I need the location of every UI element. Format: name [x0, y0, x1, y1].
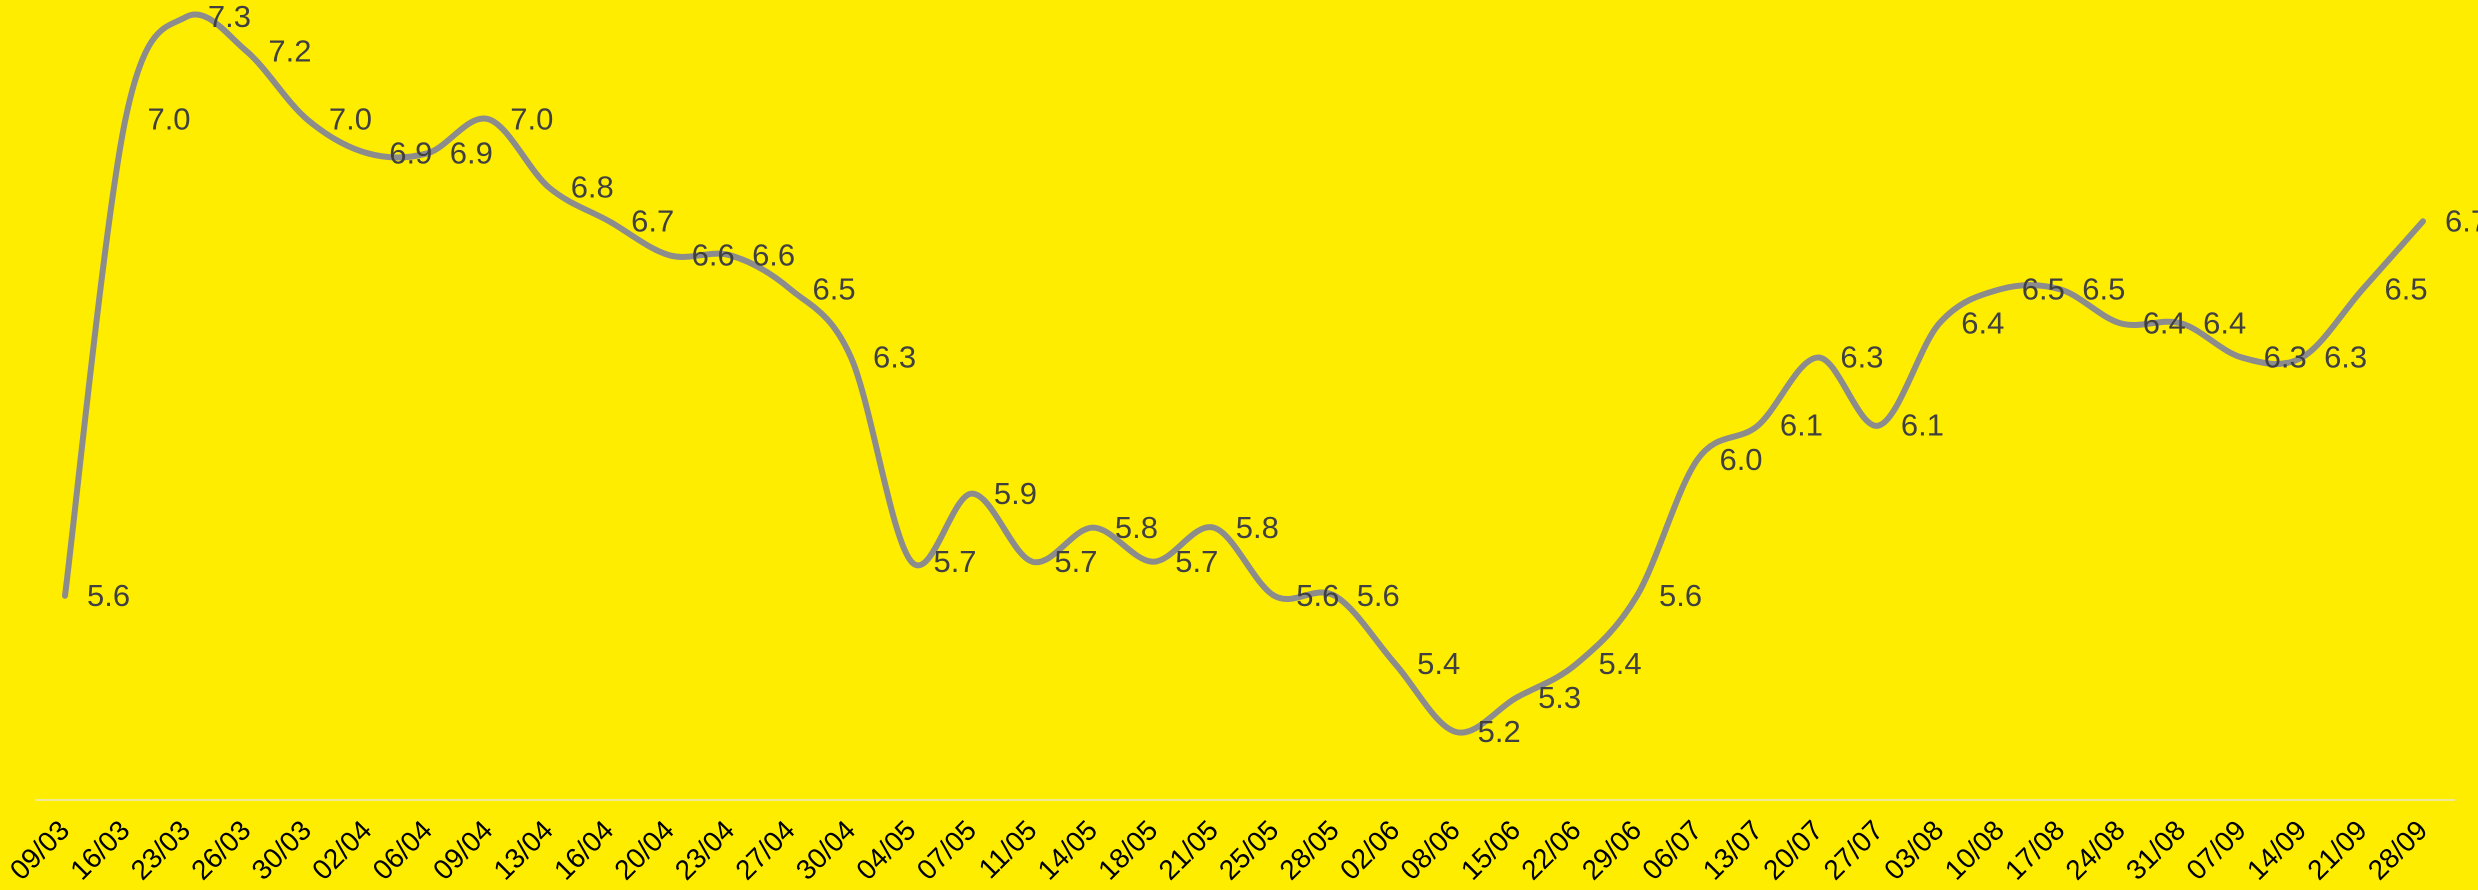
- x-tick-label: 04/05: [850, 814, 921, 885]
- data-label: 7.0: [329, 101, 372, 136]
- data-label: 6.1: [1780, 408, 1823, 443]
- data-label: 6.9: [450, 135, 493, 170]
- data-label: 6.6: [692, 238, 735, 273]
- x-tick-label: 20/07: [1757, 814, 1828, 885]
- data-label: 5.4: [1417, 646, 1460, 681]
- data-label: 6.8: [571, 169, 614, 204]
- x-tick-label: 07/09: [2180, 814, 2251, 885]
- data-label: 6.3: [2264, 340, 2307, 375]
- x-tick-label: 25/05: [1213, 814, 1284, 885]
- data-label: 5.4: [1599, 646, 1642, 681]
- data-label: 5.8: [1236, 510, 1279, 545]
- data-label: 6.9: [389, 135, 432, 170]
- x-tick-label: 13/07: [1697, 814, 1768, 885]
- x-tick-label: 06/07: [1636, 814, 1707, 885]
- data-label: 7.0: [510, 101, 553, 136]
- x-tick-label: 17/08: [1999, 814, 2070, 885]
- x-tick-label: 27/04: [729, 814, 800, 885]
- data-label: 6.5: [2022, 272, 2065, 307]
- data-label: 6.3: [873, 340, 916, 375]
- data-label: 5.7: [1054, 544, 1097, 579]
- x-tick-label: 11/05: [973, 814, 1043, 884]
- x-tick-label: 30/03: [246, 814, 317, 885]
- x-tick-label: 10/08: [1939, 814, 2010, 885]
- data-label: 5.8: [1115, 510, 1158, 545]
- x-tick-label: 23/03: [125, 814, 196, 885]
- data-label: 5.7: [933, 544, 976, 579]
- x-tick-label: 09/03: [4, 814, 75, 885]
- x-tick-label: 08/06: [1394, 814, 1465, 885]
- data-label: 7.0: [147, 101, 190, 136]
- data-label: 5.6: [1296, 578, 1339, 613]
- data-label: 6.4: [1961, 306, 2004, 341]
- data-label: 6.5: [2082, 272, 2125, 307]
- data-label: 5.6: [1357, 578, 1400, 613]
- x-tick-label: 13/04: [487, 814, 558, 885]
- data-label: 6.3: [1840, 340, 1883, 375]
- x-tick-label: 28/05: [1273, 814, 1344, 885]
- x-tick-label: 02/06: [1334, 814, 1405, 885]
- x-tick-label: 29/06: [1576, 814, 1647, 885]
- x-tick-label: 15/06: [1455, 814, 1526, 885]
- x-tick-label: 30/04: [790, 814, 861, 885]
- data-label: 7.3: [208, 0, 251, 34]
- data-label: 5.9: [994, 476, 1037, 511]
- data-label: 5.7: [1175, 544, 1218, 579]
- data-label: 5.6: [1659, 578, 1702, 613]
- data-label: 6.7: [631, 203, 674, 238]
- data-label: 6.1: [1901, 408, 1944, 443]
- data-label: 6.4: [2143, 306, 2186, 341]
- data-label: 5.2: [1478, 714, 1521, 749]
- data-label: 6.5: [813, 272, 856, 307]
- x-tick-label: 28/09: [2362, 814, 2433, 885]
- data-label: 7.2: [268, 33, 311, 68]
- data-label: 6.4: [2203, 306, 2246, 341]
- x-tick-label: 02/04: [306, 814, 377, 885]
- x-tick-label: 24/08: [2059, 814, 2130, 885]
- x-tick-label: 03/08: [1878, 814, 1949, 885]
- x-tick-label: 16/03: [64, 814, 135, 885]
- x-tick-label: 23/04: [669, 814, 740, 885]
- x-tick-label: 07/05: [911, 814, 982, 885]
- x-tick-label: 31/08: [2120, 814, 2191, 885]
- x-tick-label: 22/06: [1515, 814, 1586, 885]
- data-label: 6.3: [2324, 340, 2367, 375]
- x-tick-label: 16/04: [548, 814, 619, 885]
- data-label: 5.6: [87, 578, 130, 613]
- x-tick-label: 21/09: [2301, 814, 2372, 885]
- x-tick-label: 20/04: [608, 814, 679, 885]
- x-tick-label: 21/05: [1153, 814, 1224, 885]
- data-label: 6.7: [2445, 203, 2478, 238]
- x-tick-label: 14/09: [2241, 814, 2312, 885]
- line: [62, 11, 2426, 736]
- data-label: 6.5: [2385, 272, 2428, 307]
- data-label: 6.6: [752, 238, 795, 273]
- x-tick-label: 26/03: [185, 814, 256, 885]
- x-tick-label: 18/05: [1092, 814, 1163, 885]
- x-tick-label: 14/05: [1032, 814, 1103, 885]
- x-tick-label: 09/04: [427, 814, 498, 885]
- x-tick-label: 06/04: [367, 814, 438, 885]
- x-tick-label: 27/07: [1818, 814, 1889, 885]
- data-label: 5.3: [1538, 680, 1581, 715]
- data-label: 6.0: [1719, 442, 1762, 477]
